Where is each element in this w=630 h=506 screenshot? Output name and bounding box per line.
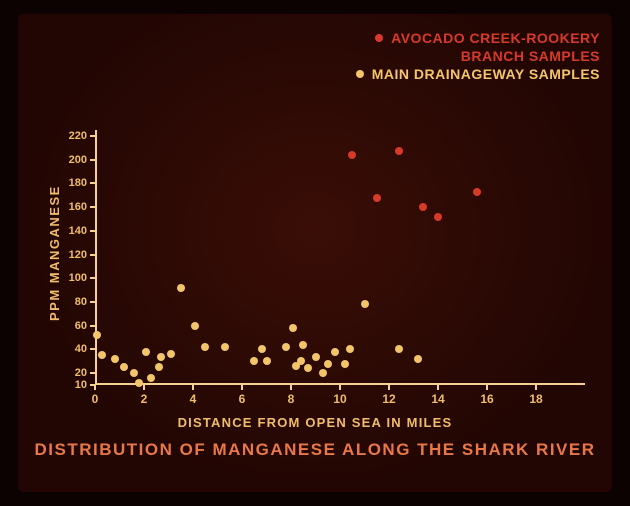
x-tick: [535, 385, 537, 390]
y-tick-label: 40: [65, 343, 87, 355]
data-point: [167, 350, 175, 358]
data-point: [473, 188, 481, 196]
data-point: [304, 364, 312, 372]
legend-item: MAIN DRAINAGEWAY SAMPLES: [356, 66, 600, 82]
data-point: [191, 322, 199, 330]
x-tick: [437, 385, 439, 390]
x-tick-label: 18: [529, 392, 542, 406]
y-tick: [90, 254, 95, 256]
data-point: [341, 360, 349, 368]
x-tick: [388, 385, 390, 390]
y-tick: [90, 206, 95, 208]
x-tick-label: 4: [190, 392, 197, 406]
x-tick: [192, 385, 194, 390]
data-point: [373, 194, 381, 202]
data-point: [201, 343, 209, 351]
y-tick: [90, 325, 95, 327]
legend-label: BRANCH SAMPLES: [461, 48, 600, 64]
x-tick-label: 2: [141, 392, 148, 406]
data-point: [346, 345, 354, 353]
data-point: [395, 345, 403, 353]
data-point: [157, 353, 165, 361]
x-axis-label: DISTANCE FROM OPEN SEA IN MILES: [0, 415, 630, 430]
data-point: [414, 355, 422, 363]
y-tick: [90, 182, 95, 184]
chart-title: DISTRIBUTION OF MANGANESE ALONG THE SHAR…: [0, 440, 630, 460]
x-tick-label: 12: [382, 392, 395, 406]
x-tick-label: 14: [431, 392, 444, 406]
data-point: [282, 343, 290, 351]
data-point: [263, 357, 271, 365]
data-point: [331, 348, 339, 356]
x-tick-label: 0: [92, 392, 99, 406]
x-tick: [143, 385, 145, 390]
data-point: [250, 357, 258, 365]
y-tick-label: 200: [65, 154, 87, 166]
y-tick: [90, 230, 95, 232]
data-point: [120, 363, 128, 371]
data-point: [419, 203, 427, 211]
data-point: [324, 360, 332, 368]
data-point: [258, 345, 266, 353]
legend-label: MAIN DRAINAGEWAY SAMPLES: [372, 66, 600, 82]
y-tick: [90, 135, 95, 137]
legend: AVOCADO CREEK-ROOKERY BRANCH SAMPLES MAIN …: [356, 30, 600, 84]
x-tick-label: 8: [288, 392, 295, 406]
legend-item: BRANCH SAMPLES: [356, 48, 600, 64]
legend-marker-icon: [356, 70, 364, 78]
y-axis: [95, 130, 97, 385]
data-point: [297, 357, 305, 365]
x-tick-label: 10: [333, 392, 346, 406]
data-point: [142, 348, 150, 356]
legend-marker-icon: [375, 34, 383, 42]
y-tick-label: 20: [65, 367, 87, 379]
data-point: [299, 341, 307, 349]
legend-label: AVOCADO CREEK-ROOKERY: [391, 30, 600, 46]
y-tick: [90, 301, 95, 303]
y-tick-label: 60: [65, 320, 87, 332]
y-tick: [90, 372, 95, 374]
x-tick-label: 6: [239, 392, 246, 406]
data-point: [361, 300, 369, 308]
x-tick: [290, 385, 292, 390]
y-tick-label: 140: [65, 225, 87, 237]
x-tick: [241, 385, 243, 390]
data-point: [177, 284, 185, 292]
data-point: [93, 331, 101, 339]
y-tick-label: 10: [65, 379, 87, 391]
data-point: [98, 351, 106, 359]
y-tick-label: 120: [65, 249, 87, 261]
slide-frame: AVOCADO CREEK-ROOKERY BRANCH SAMPLES MAIN …: [0, 0, 630, 506]
data-point: [319, 369, 327, 377]
data-point: [395, 147, 403, 155]
scatter-chart: 1020406080100120140160180200220024681012…: [95, 130, 585, 385]
y-tick-label: 180: [65, 177, 87, 189]
data-point: [348, 151, 356, 159]
y-tick: [90, 348, 95, 350]
y-tick: [90, 277, 95, 279]
legend-item: AVOCADO CREEK-ROOKERY: [356, 30, 600, 46]
y-tick-label: 160: [65, 201, 87, 213]
data-point: [147, 374, 155, 382]
y-tick-label: 100: [65, 272, 87, 284]
data-point: [135, 379, 143, 387]
data-point: [221, 343, 229, 351]
data-point: [289, 324, 297, 332]
data-point: [130, 369, 138, 377]
x-tick: [339, 385, 341, 390]
y-tick-label: 80: [65, 296, 87, 308]
x-tick-label: 16: [480, 392, 493, 406]
data-point: [155, 363, 163, 371]
data-point: [312, 353, 320, 361]
y-axis-label: PPM MANGANESE: [47, 185, 62, 321]
y-tick: [90, 159, 95, 161]
data-point: [111, 355, 119, 363]
y-tick-label: 220: [65, 130, 87, 142]
data-point: [434, 213, 442, 221]
x-tick: [94, 385, 96, 390]
x-tick: [486, 385, 488, 390]
